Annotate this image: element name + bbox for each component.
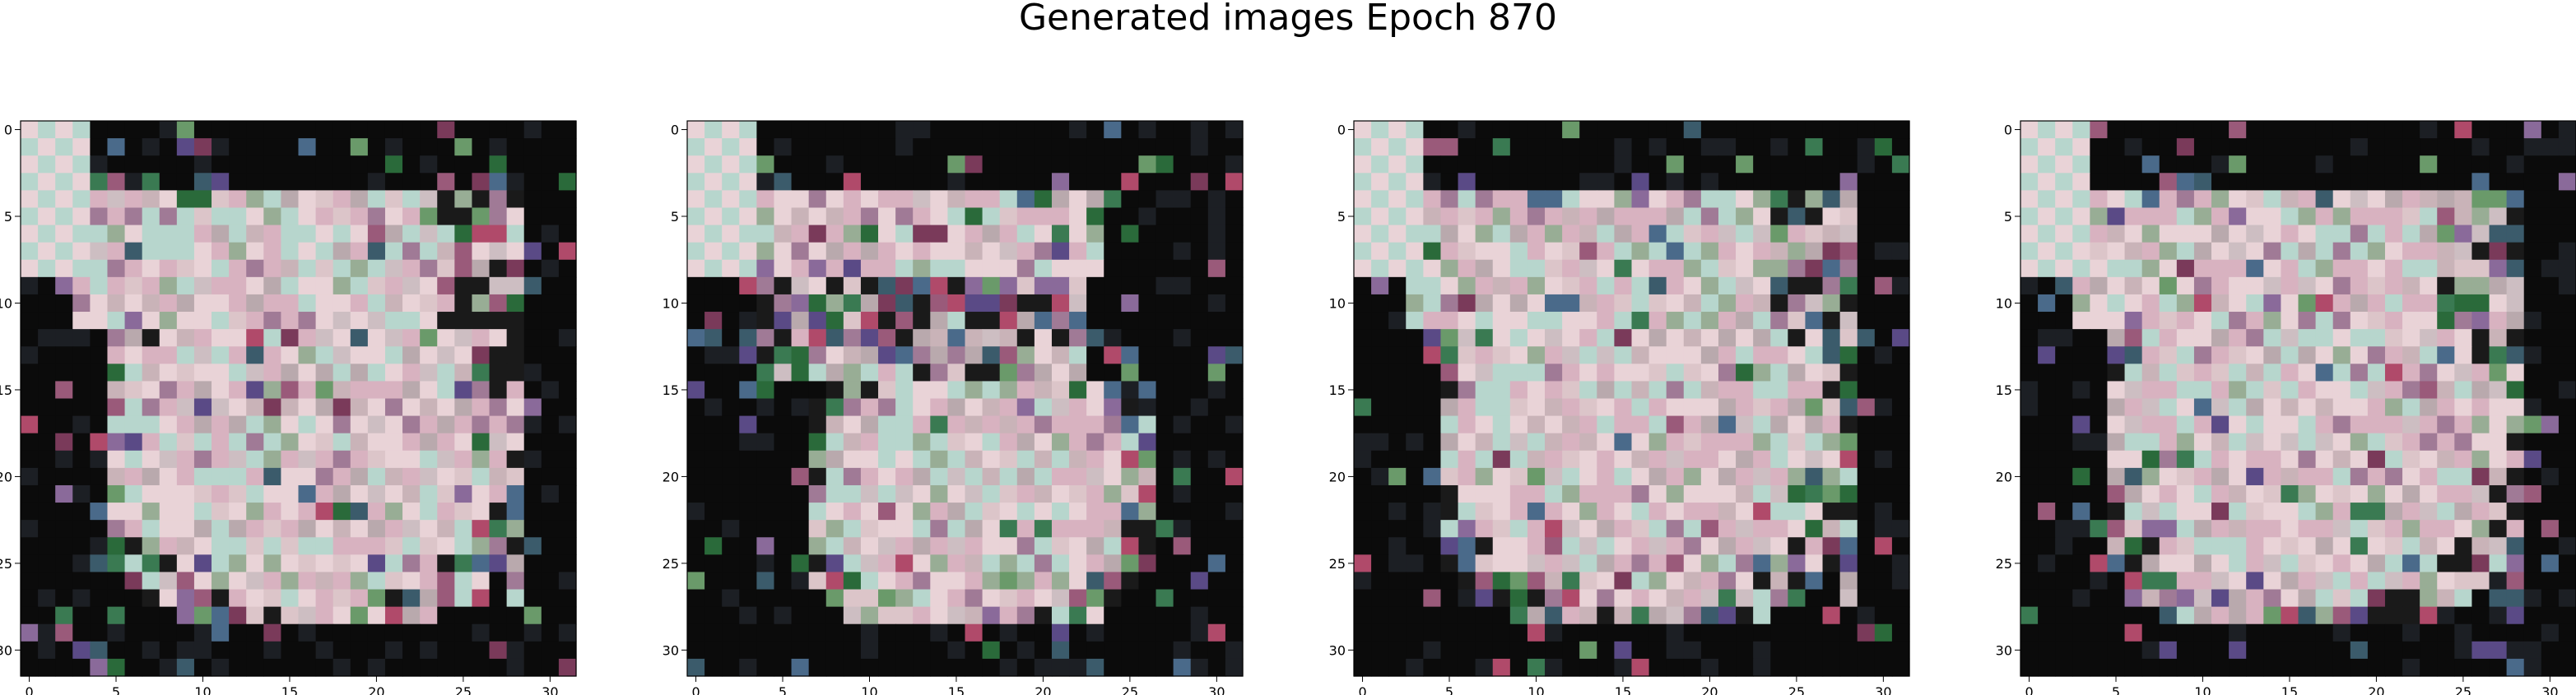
y-tick-label: 30 xyxy=(1996,642,2012,658)
y-tick-label: 10 xyxy=(663,295,679,311)
axes-frame xyxy=(686,120,1244,677)
x-tick-label: 25 xyxy=(2455,684,2471,695)
panel-image-2: 0 5 10 15 20 25 30 0 5 10 15 20 25 30 xyxy=(663,120,1244,695)
x-tick-label: 30 xyxy=(1875,684,1891,695)
x-tick-label: 10 xyxy=(194,684,211,695)
x-tick-label: 25 xyxy=(455,684,472,695)
y-tick-label: 0 xyxy=(671,123,679,138)
x-tick-label: 20 xyxy=(1701,684,1718,695)
y-tick-label: 5 xyxy=(671,209,679,225)
x-tick-label: 25 xyxy=(1122,684,1138,695)
x-tick-label: 0 xyxy=(1358,684,1366,695)
x-tick-label: 30 xyxy=(542,684,558,695)
x-tick-label: 20 xyxy=(2368,684,2384,695)
x-tick-label: 15 xyxy=(948,684,965,695)
axes-frame xyxy=(20,120,577,677)
x-tick-label: 0 xyxy=(2025,684,2033,695)
x-tick-label: 5 xyxy=(779,684,787,695)
x-tick-label: 15 xyxy=(2281,684,2298,695)
x-tick-label: 5 xyxy=(2112,684,2120,695)
y-tick-label: 20 xyxy=(0,469,12,484)
y-tick-label: 25 xyxy=(1996,556,2012,572)
generated-image-3 xyxy=(1354,121,1910,677)
y-tick-label: 5 xyxy=(1337,209,1346,225)
x-tick-label: 10 xyxy=(861,684,877,695)
x-tick-label: 20 xyxy=(1035,684,1051,695)
x-tick-label: 15 xyxy=(1615,684,1631,695)
panel-image-4: 0 5 10 15 20 25 30 0 5 10 15 20 25 30 xyxy=(1996,120,2576,695)
y-tick-label: 0 xyxy=(2004,123,2012,138)
y-tick-label: 25 xyxy=(1329,556,1346,572)
x-tick-label: 0 xyxy=(25,684,33,695)
y-tick-label: 15 xyxy=(1329,382,1346,398)
x-tick-label: 5 xyxy=(112,684,120,695)
y-tick-label: 0 xyxy=(4,123,12,138)
y-tick-label: 20 xyxy=(1996,469,2012,484)
y-tick-label: 20 xyxy=(1329,469,1346,484)
y-tick-label: 5 xyxy=(4,209,12,225)
axes-frame xyxy=(1353,120,1910,677)
y-tick-label: 10 xyxy=(0,295,12,311)
y-tick-label: 25 xyxy=(0,556,12,572)
axes-frame xyxy=(2020,120,2576,677)
figure-title: Generated images Epoch 870 xyxy=(1018,0,1558,39)
x-tick-label: 20 xyxy=(368,684,384,695)
y-tick-label: 30 xyxy=(0,642,12,658)
x-tick-label: 10 xyxy=(1527,684,1544,695)
generated-image-4 xyxy=(2020,121,2576,677)
x-tick-label: 15 xyxy=(281,684,298,695)
y-tick-label: 20 xyxy=(663,469,679,484)
y-tick-label: 10 xyxy=(1996,295,2012,311)
x-tick-label: 10 xyxy=(2194,684,2211,695)
generated-image-2 xyxy=(687,121,1244,677)
x-tick-label: 0 xyxy=(691,684,700,695)
y-tick-label: 15 xyxy=(0,382,12,398)
y-tick-label: 30 xyxy=(663,642,679,658)
generated-image-1 xyxy=(21,121,577,677)
y-tick-label: 5 xyxy=(2004,209,2012,225)
panel-image-3: 0 5 10 15 20 25 30 0 5 10 15 20 25 30 xyxy=(1329,120,1910,695)
y-tick-label: 15 xyxy=(663,382,679,398)
x-tick-label: 30 xyxy=(2541,684,2558,695)
y-tick-label: 25 xyxy=(663,556,679,572)
x-tick-label: 5 xyxy=(1445,684,1453,695)
y-tick-label: 10 xyxy=(1329,295,1346,311)
y-tick-label: 15 xyxy=(1996,382,2012,398)
y-tick-label: 30 xyxy=(1329,642,1346,658)
y-tick-label: 0 xyxy=(1337,123,1346,138)
x-tick-label: 30 xyxy=(1208,684,1225,695)
x-tick-label: 25 xyxy=(1788,684,1805,695)
panel-image-1: 0 5 10 15 20 25 30 0 5 10 15 20 25 30 xyxy=(0,120,577,695)
